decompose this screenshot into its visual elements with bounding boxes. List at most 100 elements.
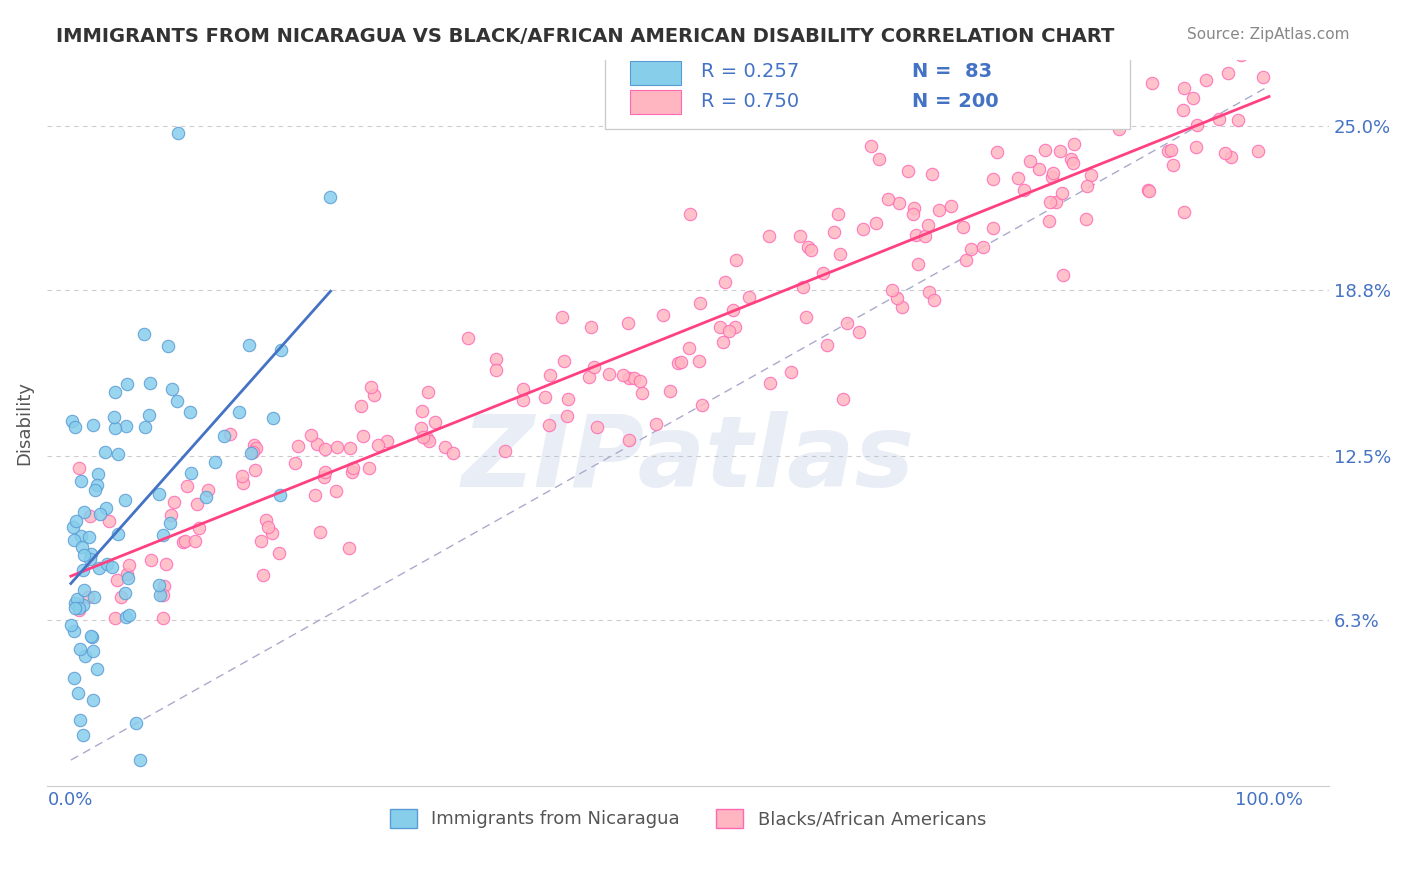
Point: [80, 630, 103, 644]
Point: [1218, 66, 1240, 80]
Point: [184, 534, 207, 549]
Point: [1067, 116, 1090, 130]
Point: [418, 434, 440, 448]
Point: [87, 467, 110, 482]
Point: [1026, 108, 1049, 122]
Point: [644, 417, 666, 431]
Point: [1229, 48, 1251, 62]
Point: [1038, 214, 1060, 228]
Point: [758, 229, 780, 244]
Point: [304, 488, 326, 502]
Point: [118, 608, 141, 623]
Point: [485, 363, 508, 377]
Point: [917, 219, 939, 233]
Point: [363, 388, 385, 402]
Point: [176, 479, 198, 493]
Point: [886, 291, 908, 305]
Bar: [630, 90, 682, 114]
Point: [779, 365, 801, 379]
Point: [1137, 184, 1160, 198]
Point: [792, 279, 814, 293]
Point: [1028, 161, 1050, 176]
Point: [287, 440, 309, 454]
Point: [62, 624, 84, 639]
Point: [79, 629, 101, 643]
Text: R = 0.750: R = 0.750: [700, 92, 799, 112]
Point: [75, 649, 97, 664]
Point: [156, 338, 179, 352]
Point: [880, 283, 903, 297]
Point: [155, 557, 177, 571]
Point: [73, 548, 96, 562]
Point: [904, 227, 927, 242]
Point: [631, 386, 654, 401]
Point: [678, 207, 700, 221]
Point: [63, 671, 86, 685]
Point: [972, 240, 994, 254]
Point: [651, 308, 673, 322]
Point: [494, 444, 516, 458]
Point: [187, 521, 209, 535]
Point: [72, 563, 94, 577]
Y-axis label: Disability: Disability: [15, 381, 32, 465]
Point: [166, 393, 188, 408]
Point: [582, 359, 605, 374]
Point: [257, 519, 280, 533]
Point: [342, 466, 364, 480]
Point: [179, 405, 201, 419]
Point: [1226, 112, 1249, 127]
Point: [711, 334, 734, 349]
Bar: [630, 61, 682, 85]
Point: [97, 514, 120, 528]
Point: [1080, 169, 1102, 183]
Point: [149, 588, 172, 602]
Point: [60, 618, 83, 632]
Point: [724, 253, 747, 268]
Point: [314, 466, 336, 480]
Point: [891, 300, 914, 314]
Point: [134, 419, 156, 434]
Point: [1108, 121, 1130, 136]
Point: [832, 392, 855, 406]
Point: [62, 533, 84, 548]
Point: [441, 445, 464, 459]
Point: [485, 352, 508, 367]
Point: [983, 171, 1005, 186]
Point: [309, 524, 332, 539]
Point: [252, 568, 274, 582]
Point: [79, 551, 101, 566]
Point: [721, 303, 744, 318]
Point: [148, 487, 170, 501]
Point: [94, 501, 117, 516]
Point: [1187, 118, 1209, 132]
Point: [104, 384, 127, 399]
Point: [928, 202, 950, 217]
Point: [1074, 212, 1097, 227]
Point: [63, 596, 86, 610]
Point: [115, 377, 138, 392]
Point: [180, 467, 202, 481]
Point: [551, 310, 574, 324]
Point: [87, 560, 110, 574]
Point: [903, 206, 925, 220]
Point: [852, 222, 875, 236]
Point: [83, 590, 105, 604]
Point: [423, 415, 446, 429]
Point: [1171, 103, 1194, 117]
Point: [865, 216, 887, 230]
Point: [86, 661, 108, 675]
Point: [412, 430, 434, 444]
Point: [148, 577, 170, 591]
Point: [284, 456, 307, 470]
Legend: Immigrants from Nicaragua, Blacks/African Americans: Immigrants from Nicaragua, Blacks/Africa…: [382, 802, 993, 836]
FancyBboxPatch shape: [605, 45, 1130, 128]
Point: [70, 540, 93, 554]
Point: [1253, 70, 1275, 84]
Point: [114, 610, 136, 624]
Point: [72, 728, 94, 742]
Text: ZIPatlas: ZIPatlas: [461, 411, 914, 508]
Point: [418, 385, 440, 400]
Point: [254, 513, 277, 527]
Point: [617, 433, 640, 447]
Point: [138, 376, 160, 390]
